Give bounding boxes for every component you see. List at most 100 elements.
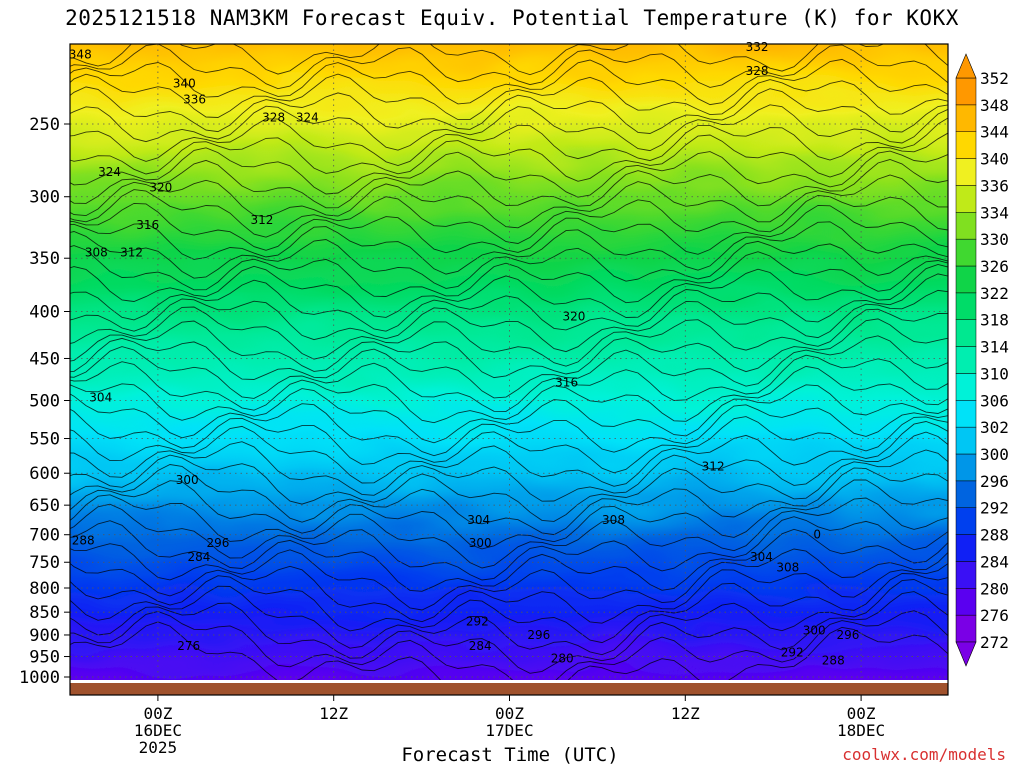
colorbar-swatch	[955, 400, 977, 428]
y-tick-label: 800	[29, 579, 60, 599]
colorbar-swatch	[955, 561, 977, 589]
colorbar-swatch	[955, 131, 977, 159]
contour-label: 300	[803, 624, 826, 638]
contour-line	[70, 44, 948, 90]
x-tick-label: 2025	[139, 738, 178, 757]
colorbar-swatch	[955, 185, 977, 213]
contour-line	[70, 86, 948, 134]
y-tick-label: 300	[29, 188, 60, 208]
contour-label: 324	[296, 111, 319, 125]
contour-label: 308	[85, 245, 108, 259]
contour-label: 312	[250, 213, 273, 227]
colorbar-tick-label: 336	[980, 176, 1009, 195]
contour-line	[70, 503, 948, 581]
contour-label: 312	[702, 460, 725, 474]
contour-label: 296	[527, 628, 550, 642]
contour-line	[70, 579, 948, 656]
contour-line	[70, 104, 948, 152]
colorbar-tick-label: 302	[980, 418, 1009, 437]
y-tick-label: 700	[29, 526, 60, 546]
colorbar-swatch	[955, 453, 977, 482]
contour-line	[70, 393, 948, 457]
credit-text: coolwx.com/models	[842, 745, 1006, 764]
contour-line	[70, 335, 948, 399]
y-tick-label: 950	[29, 648, 60, 668]
contour-label: 312	[120, 245, 143, 259]
colorbar-tick-label: 296	[980, 472, 1009, 491]
contour-line	[70, 174, 948, 229]
contour-line	[70, 464, 948, 536]
contour-line	[70, 479, 948, 550]
colorbar-swatch	[955, 588, 977, 616]
colorbar-swatch	[955, 534, 977, 562]
contour-label: 0	[813, 528, 821, 542]
contour-line	[70, 273, 948, 332]
contour-label: 304	[89, 390, 112, 404]
contour-line	[70, 231, 948, 289]
contour-label: 304	[467, 513, 490, 527]
contour-label: 292	[781, 645, 804, 659]
contour-label: 336	[183, 92, 206, 106]
y-tick-label: 850	[29, 603, 60, 623]
colorbar-swatch	[955, 265, 977, 294]
contour-label: 276	[177, 639, 200, 653]
y-tick-label: 1000	[19, 668, 60, 688]
y-tick-label: 650	[29, 496, 60, 516]
contour-label: 328	[746, 64, 769, 78]
colorbar-tick-label: 326	[980, 257, 1009, 276]
contour-line	[70, 573, 948, 644]
x-tick-label: 18DEC	[837, 721, 885, 740]
colorbar-tick-label: 344	[980, 123, 1009, 142]
contour-label: 284	[187, 550, 210, 564]
contour-line	[70, 245, 948, 304]
contour-label: 348	[69, 47, 92, 61]
colorbar-tick-label: 334	[980, 203, 1009, 222]
y-tick-label: 550	[29, 430, 60, 450]
colorbar-tick-label: 306	[980, 391, 1009, 410]
colorbar-swatch	[955, 480, 977, 508]
x-tick-label: 12Z	[671, 704, 700, 723]
y-tick-label: 900	[29, 626, 60, 646]
x-axis-label: Forecast Time (UTC)	[401, 744, 619, 766]
contour-line	[70, 289, 948, 353]
contour-line	[70, 44, 948, 76]
y-tick-label: 500	[29, 392, 60, 412]
colorbar-tick-label: 352	[980, 69, 1009, 88]
y-tick-label: 400	[29, 302, 60, 322]
colorbar-tick-label: 310	[980, 364, 1009, 383]
contour-label: 316	[555, 376, 578, 390]
colorbar-swatch	[955, 158, 977, 186]
colorbar-swatch	[955, 238, 977, 267]
contour-line	[70, 591, 948, 674]
contour-line	[70, 431, 948, 502]
colorbar-bottom-arrow	[955, 641, 977, 667]
colorbar-swatch	[955, 212, 977, 240]
y-tick-label: 250	[29, 115, 60, 135]
ground-surface	[70, 683, 948, 695]
x-tick-label: 12Z	[319, 704, 348, 723]
contour-label: 300	[176, 473, 199, 487]
colorbar-swatch	[955, 319, 977, 347]
colorbar-tick-label: 292	[980, 499, 1009, 518]
contour-line	[70, 147, 948, 198]
colorbar-tick-label: 318	[980, 311, 1009, 330]
contour-label: 288	[822, 654, 845, 668]
contour-line	[70, 449, 948, 522]
contour-line	[70, 117, 948, 166]
contour-line	[70, 73, 948, 121]
contour-label: 328	[262, 111, 285, 125]
contour-line	[70, 421, 948, 487]
colorbar-tick-label: 276	[980, 606, 1009, 625]
colorbar-tick-label: 314	[980, 338, 1009, 357]
contour-label: 280	[551, 652, 574, 666]
y-tick-label: 450	[29, 349, 60, 369]
colorbar-swatch	[955, 104, 977, 132]
contour-label: 300	[469, 536, 492, 550]
contour-line	[70, 543, 948, 611]
colorbar-swatch	[955, 614, 977, 643]
contour-label: 284	[469, 639, 492, 653]
contour-line	[70, 159, 948, 209]
contour-line	[70, 621, 948, 680]
contour-line	[70, 408, 948, 474]
